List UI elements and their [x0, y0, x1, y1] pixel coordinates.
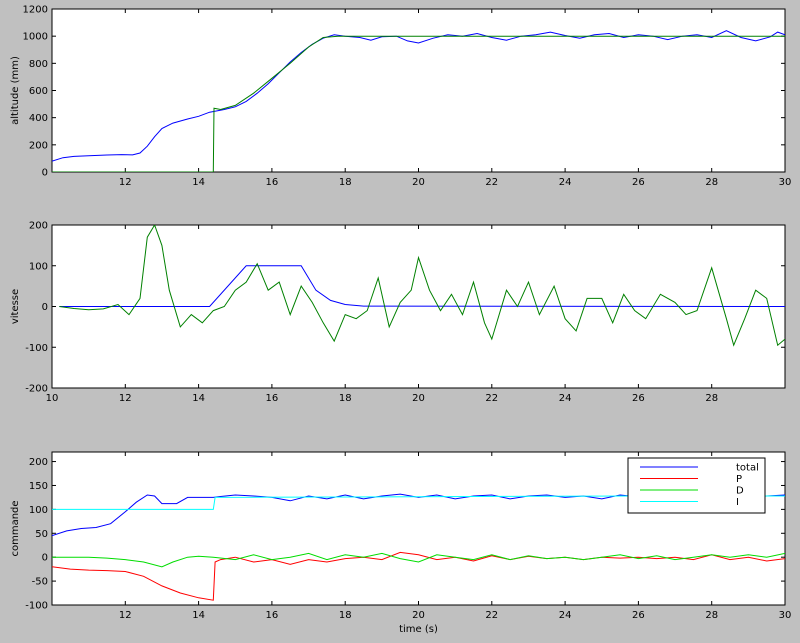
- x-tick-label: 10: [46, 393, 59, 404]
- legend-entry-D: D: [736, 486, 744, 497]
- x-tick-label: 28: [705, 393, 718, 404]
- x-tick-label: 28: [705, 610, 718, 621]
- x-tick-label: 14: [192, 393, 205, 404]
- y-tick-label: -100: [25, 601, 48, 612]
- x-tick-label: 26: [632, 610, 645, 621]
- y-axis-label: vitesse: [10, 289, 21, 324]
- series-line-1: [52, 30, 785, 162]
- y-tick-label: 200: [29, 221, 48, 232]
- x-tick-label: 20: [412, 610, 425, 621]
- y-tick-label: 100: [29, 261, 48, 272]
- x-tick-label: 12: [119, 610, 132, 621]
- legend-entry-I: I: [736, 497, 739, 508]
- series-line-D: [52, 552, 785, 568]
- x-tick-label: 22: [485, 610, 498, 621]
- x-tick-label: 16: [266, 610, 279, 621]
- series-line-P: [52, 551, 785, 601]
- legend-entry-P: P: [736, 474, 742, 485]
- x-tick-label: 24: [559, 610, 572, 621]
- subplot-3: 12 14 16 18 20 22 24 26 28 30 -100 -50 0 50 100 150 200 c…: [10, 451, 792, 635]
- y-tick-label: 0: [42, 302, 48, 313]
- legend-entry-total: total: [736, 463, 759, 474]
- x-tick-label: 16: [266, 393, 279, 404]
- series-line-2: [52, 35, 785, 172]
- x-tick-label: 30: [779, 177, 792, 188]
- subplot-1: 12 14 16 18 20 22 24 26 28 30 0 200 400 600 800 1000 120…: [10, 5, 791, 189]
- x-tick-label: 16: [266, 177, 279, 188]
- plot-area: [51, 8, 786, 173]
- series-group: [59, 225, 785, 347]
- y-tick-label: 800: [29, 59, 48, 70]
- x-axis-label: time (s): [399, 624, 438, 635]
- x-tick-label: 24: [559, 177, 572, 188]
- series-line-2: [59, 225, 785, 347]
- y-tick-label: 100: [29, 505, 48, 516]
- series-line-1: [59, 265, 785, 307]
- x-tick-label: 18: [339, 393, 352, 404]
- y-tick-label: 600: [29, 86, 48, 97]
- x-tick-label: 20: [412, 177, 425, 188]
- x-tick-label: 22: [485, 393, 498, 404]
- x-tick-label: 26: [632, 393, 645, 404]
- x-tick-label: 12: [119, 177, 132, 188]
- y-tick-label: 50: [35, 529, 48, 540]
- y-tick-label: 150: [29, 481, 48, 492]
- y-tick-label: -50: [32, 577, 48, 588]
- y-tick-label: -200: [25, 384, 48, 395]
- y-axis-label: commande: [10, 500, 21, 556]
- y-tick-label: 0: [42, 168, 48, 179]
- x-tick-label: 14: [192, 177, 205, 188]
- y-tick-label: 200: [29, 457, 48, 468]
- y-tick-label: -100: [25, 343, 48, 354]
- y-axis-label: altitude (mm): [10, 56, 21, 125]
- y-tick-label: 0: [42, 553, 48, 564]
- subplot-2: 10 12 14 16 18 20 22 24 26 28 -200 -100 0 100 200 vites…: [10, 221, 786, 404]
- x-tick-label: 22: [485, 177, 498, 188]
- y-tick-label: 200: [29, 140, 48, 151]
- y-tick-label: 1200: [23, 5, 48, 16]
- x-tick-label: 28: [705, 177, 718, 188]
- y-tick-label: 400: [29, 113, 48, 124]
- x-tick-label: 26: [632, 177, 645, 188]
- series-group: [52, 30, 785, 172]
- x-tick-label: 14: [192, 610, 205, 621]
- x-tick-label: 24: [559, 393, 572, 404]
- x-tick-label: 18: [339, 610, 352, 621]
- y-tick-label: 1000: [23, 32, 48, 43]
- x-tick-label: 20: [412, 393, 425, 404]
- x-tick-label: 18: [339, 177, 352, 188]
- x-tick-label: 30: [779, 610, 792, 621]
- x-tick-label: 12: [119, 393, 132, 404]
